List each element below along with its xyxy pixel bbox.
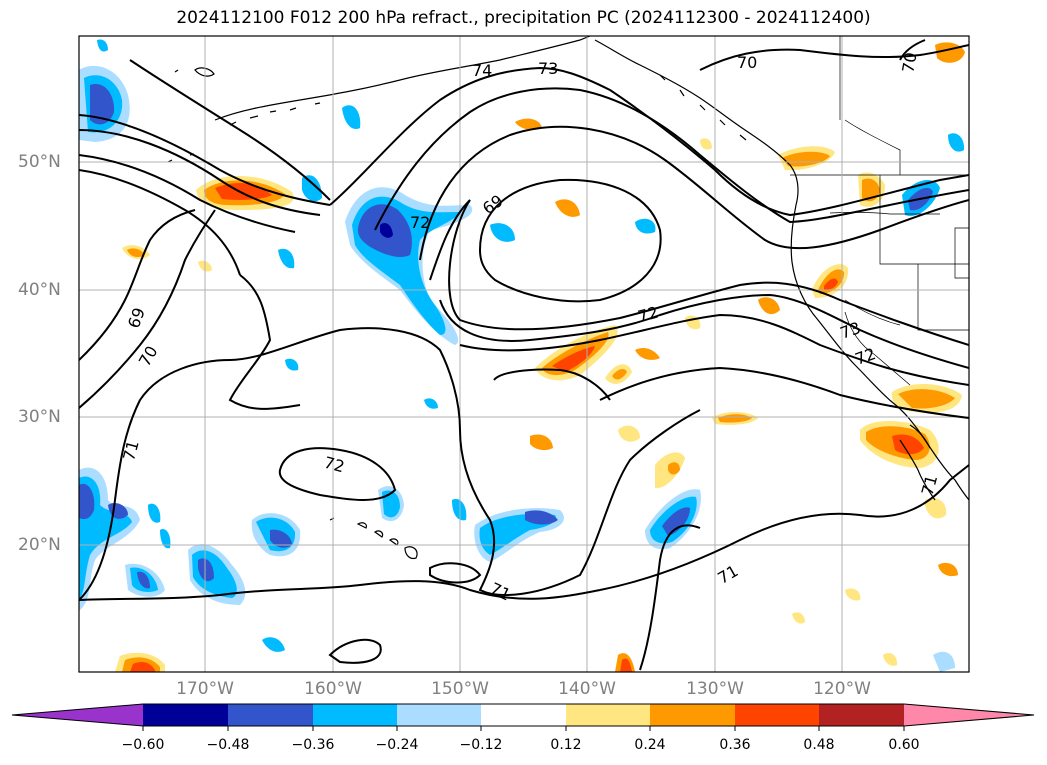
gridlines bbox=[79, 36, 969, 672]
contour-label: 72 bbox=[322, 453, 347, 477]
colorbar-swatch bbox=[481, 704, 566, 726]
colorbar-label: 0.60 bbox=[888, 737, 920, 753]
contour-label: 74 bbox=[472, 61, 492, 80]
lat-label: 20°N bbox=[18, 535, 61, 555]
colorbar-label: 0.12 bbox=[550, 737, 582, 753]
lon-label: 120°W bbox=[813, 679, 871, 699]
colorbar-extend-max bbox=[904, 704, 1034, 726]
colorbar-swatch bbox=[313, 704, 397, 726]
coastlines bbox=[167, 36, 969, 560]
contour-label: 73 bbox=[538, 59, 558, 78]
contour-label: 71 bbox=[918, 473, 942, 498]
colorbar-swatch bbox=[397, 704, 481, 726]
colorbar-label: −0.48 bbox=[206, 737, 250, 753]
colorbar-label: 0.36 bbox=[719, 737, 751, 753]
lat-label: 40°N bbox=[18, 280, 61, 300]
colorbar bbox=[11, 703, 1035, 731]
colorbar-swatch bbox=[143, 704, 228, 726]
map-title: 2024112100 F012 200 hPa refract., precip… bbox=[176, 8, 871, 28]
contour-label: 72 bbox=[636, 303, 661, 327]
colorbar-swatch bbox=[650, 704, 735, 726]
colorbar-swatch bbox=[735, 704, 819, 726]
colorbar-label: −0.12 bbox=[459, 737, 503, 753]
lon-label: 160°W bbox=[304, 679, 362, 699]
plot-frame bbox=[78, 35, 970, 673]
contour-label: 70 bbox=[737, 53, 757, 72]
contour-label: 72 bbox=[410, 213, 430, 232]
colorbar-swatch bbox=[566, 704, 650, 726]
refractivity-contours bbox=[79, 39, 969, 671]
political-borders bbox=[790, 36, 969, 386]
colorbar-extend-min bbox=[12, 704, 143, 726]
lon-label: 130°W bbox=[686, 679, 744, 699]
colorbar-label: 0.24 bbox=[634, 737, 666, 753]
contour-label: 70 bbox=[898, 51, 920, 74]
lat-label: 30°N bbox=[18, 407, 61, 427]
lon-label: 170°W bbox=[176, 679, 234, 699]
colorbar-swatch bbox=[228, 704, 313, 726]
lon-label: 140°W bbox=[558, 679, 616, 699]
colorbar-label: −0.24 bbox=[375, 737, 419, 753]
colorbar-label: −0.60 bbox=[121, 737, 165, 753]
lat-label: 50°N bbox=[18, 152, 61, 172]
colorbar-label: −0.36 bbox=[291, 737, 335, 753]
colorbar-label: 0.48 bbox=[803, 737, 835, 753]
contour-label: 71 bbox=[119, 438, 143, 463]
colorbar-swatch bbox=[819, 704, 904, 726]
lon-label: 150°W bbox=[431, 679, 489, 699]
